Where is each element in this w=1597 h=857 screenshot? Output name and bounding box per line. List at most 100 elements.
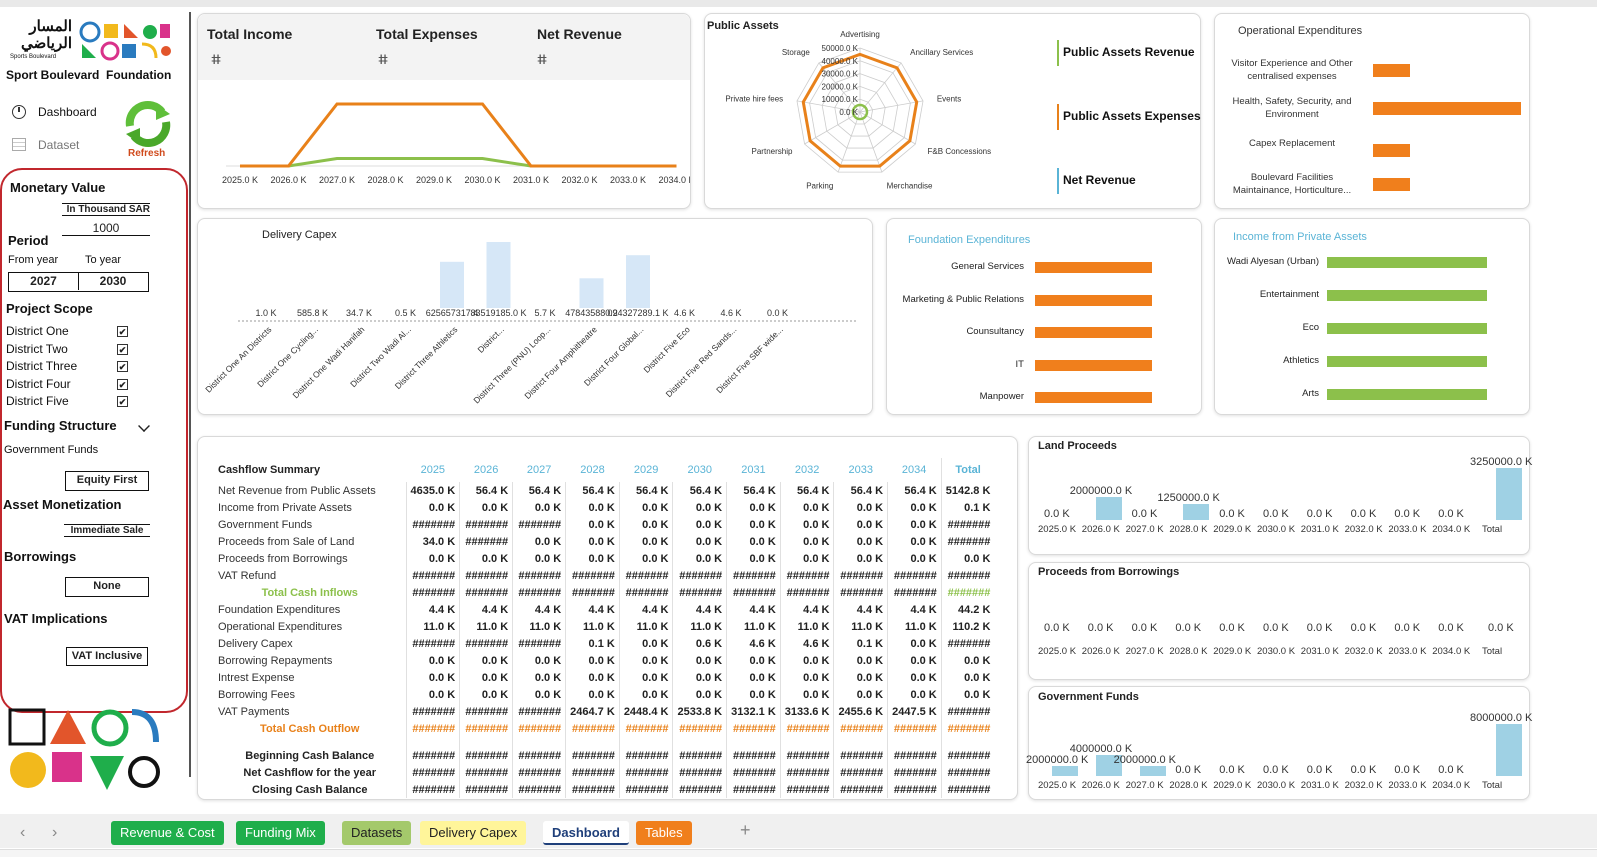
chart-x-label: 2027.0 K: [1125, 780, 1164, 791]
chart-x-label: 2031.0 K: [1300, 780, 1339, 791]
capex-category-label: District Five Eco: [641, 324, 692, 375]
capex-value-label: 585.8 K: [297, 308, 328, 318]
cashflow-cell: 0.1 K: [833, 635, 888, 652]
cashflow-cell: #######: [779, 764, 834, 781]
refresh-icon: [125, 101, 171, 147]
chart-bar: [1095, 755, 1122, 776]
cashflow-row: Foundation Expenditures 4.4 K 4.4 K 4.4 K 4.…: [214, 601, 995, 618]
cashflow-cell: #######: [672, 781, 727, 798]
cashflow-cell: 0.0 K: [887, 499, 942, 516]
district-checkbox-3[interactable]: ✔: [117, 361, 128, 372]
nav-dashboard[interactable]: Dashboard: [12, 104, 112, 122]
cashflow-cell: #######: [672, 567, 727, 584]
cashflow-row: Proceeds from Sale of Land 34.0 K ####### 0…: [214, 533, 995, 550]
foundation-bar: [1035, 359, 1152, 371]
monetary-title: Monetary Value: [10, 180, 106, 195]
cashflow-row-label: [214, 737, 406, 747]
cashflow-cell: #######: [405, 516, 460, 533]
radar-axis-label: Merchandise: [887, 181, 933, 190]
chart-x-label: 2034.0 K: [1432, 780, 1471, 791]
chart-x-label: 2029.0 K: [1213, 780, 1252, 791]
chart-bar: [1052, 765, 1078, 776]
vat-value-select[interactable]: VAT Inclusive: [66, 647, 148, 666]
cashflow-cell: 0.0 K: [512, 499, 566, 516]
cashflow-cell: 4.4 K: [618, 601, 673, 618]
cashflow-cell: 4635.0 K: [405, 482, 460, 499]
cashflow-cell: #######: [726, 747, 781, 764]
chart-x-label: 2034.0 K: [1432, 646, 1471, 657]
cashflow-row-label: Proceeds from Borrowings: [218, 552, 348, 565]
cashflow-cell: 4.4 K: [779, 601, 834, 618]
cashflow-cell: #######: [565, 781, 620, 798]
cashflow-cell: #######: [940, 516, 995, 533]
cashflow-cell: 0.0 K: [565, 686, 620, 703]
gov-funds-title: Government Funds: [1038, 691, 1139, 703]
cashflow-cell: 11.0 K: [779, 618, 834, 635]
sheet-tab-datasets[interactable]: Datasets: [342, 821, 412, 845]
cashflow-row: Net Cashflow for the year ####### ####### #…: [214, 764, 995, 781]
chart-x-label: 2028.0 K: [1169, 646, 1208, 657]
cashflow-cell: 56.4 K: [672, 482, 727, 499]
cashflow-cell: 0.0 K: [618, 635, 673, 652]
cashflow-row: Closing Cash Balance ####### ####### ######…: [214, 781, 995, 798]
cashflow-cell: #######: [405, 567, 460, 584]
chart-value-label: 0.0 K: [1438, 508, 1464, 520]
capex-value-label: 4.6 K: [720, 308, 741, 318]
add-sheet-icon[interactable]: +: [740, 820, 751, 840]
cashflow-cell: #######: [887, 747, 942, 764]
district-label-2: District Two: [6, 341, 68, 356]
sheet-tab-dashboard[interactable]: Dashboard: [543, 821, 629, 845]
unit-value-field[interactable]: 1000: [62, 221, 150, 236]
cashflow-row: [214, 737, 995, 747]
from-year-field[interactable]: 2027: [9, 273, 79, 290]
chart-x-label: 2029.0 K: [1213, 524, 1252, 535]
cashflow-cell: #######: [726, 781, 781, 798]
scroll-left-icon[interactable]: ‹: [20, 824, 26, 841]
cashflow-cell: 0.0 K: [887, 686, 942, 703]
district-checkbox-4[interactable]: ✔: [117, 378, 128, 390]
funding-title: Funding Structure: [4, 418, 117, 433]
borrow-value-select[interactable]: None: [65, 577, 149, 597]
district-checkbox-2[interactable]: ✔: [117, 343, 128, 355]
radar-grid-ring: [846, 98, 874, 125]
nav-dataset[interactable]: Dataset: [12, 137, 112, 155]
sheet-tab-delivery-capex[interactable]: Delivery Capex: [420, 821, 527, 845]
public-assets-panel: [704, 13, 1201, 209]
district-checkbox-5[interactable]: ✔: [117, 396, 128, 407]
to-year-field[interactable]: 2030: [99, 274, 127, 288]
foundation-bar: [1035, 327, 1152, 338]
sheet-tab-funding-mix[interactable]: Funding Mix: [236, 821, 325, 845]
chart-value-label: 0.0 K: [1087, 622, 1114, 634]
funding-value-select[interactable]: Equity First: [65, 471, 149, 491]
cashflow-cell: #######: [726, 720, 781, 737]
asset-value-select[interactable]: Immediate Sale: [64, 524, 150, 537]
radar-ring-label: 20000.0 K: [822, 82, 859, 91]
cashflow-cell: 0.0 K: [887, 550, 942, 567]
cashflow-cell: 0.0 K: [618, 652, 673, 669]
cashflow-row-label: Beginning Cash Balance: [245, 749, 375, 762]
opex-title: Operational Expenditures: [1238, 25, 1363, 37]
chart-value-label: 4000000.0 K: [1069, 743, 1133, 756]
cashflow-cell: 0.0 K: [565, 669, 620, 686]
cashflow-cell: #######: [405, 781, 460, 798]
brand-arabic: المسار الرياضي: [21, 18, 72, 52]
sheet-tab-revenue-cost[interactable]: Revenue & Cost: [111, 821, 224, 845]
cashflow-cell: [940, 737, 995, 747]
scroll-right-icon[interactable]: ›: [52, 824, 58, 841]
chart-x-label: Total: [1482, 524, 1503, 535]
district-checkbox-1[interactable]: ✔: [117, 326, 128, 337]
cashflow-cell: #######: [459, 781, 513, 798]
radar-grid-ring: [809, 60, 911, 161]
cashflow-cell: 0.0 K: [726, 669, 781, 686]
cashflow-cell: #######: [405, 747, 460, 764]
cashflow-cell: #######: [618, 720, 673, 737]
sheet-tab-tables[interactable]: Tables: [636, 821, 692, 845]
year-header: 2027: [526, 464, 552, 476]
refresh-button[interactable]: Refresh: [122, 100, 178, 162]
cashflow-cell: 0.0 K: [565, 550, 620, 567]
radar-ring-label: 40000.0 K: [822, 57, 859, 66]
cashflow-cell: #######: [887, 781, 942, 798]
cashflow-cell: 11.0 K: [459, 618, 513, 635]
cashflow-cell: 4.4 K: [405, 601, 460, 618]
cashflow-cell: #######: [940, 781, 995, 798]
